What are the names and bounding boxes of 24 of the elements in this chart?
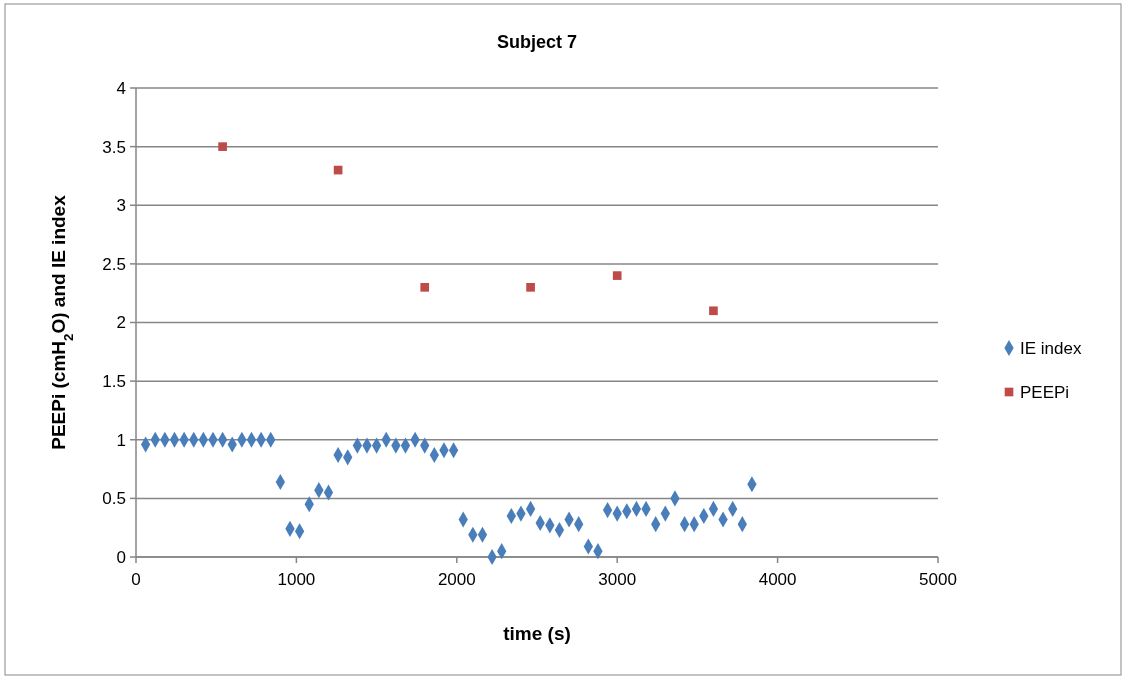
y-tick-label: 0.5: [102, 489, 126, 509]
x-axis-title: time (s): [503, 623, 571, 644]
y-tick-label: 1.5: [102, 372, 126, 392]
y-tick-label: 2: [116, 313, 126, 333]
chart-title: Subject 7: [496, 32, 578, 52]
point: [420, 283, 430, 292]
x-tick-label: 2000: [437, 570, 476, 589]
x-tick-label: 3000: [598, 570, 637, 589]
x-tick-label: 1000: [277, 570, 316, 589]
y-tick-label: 3.5: [102, 137, 126, 157]
y-tick-label: 1: [116, 430, 126, 450]
x-tick-label: 5000: [919, 570, 957, 589]
point: [709, 306, 718, 316]
y-tick-label: 3: [116, 196, 126, 216]
point: [612, 271, 622, 280]
legend-label: PEEPi: [1020, 382, 1070, 402]
x-tick-label: 4000: [758, 570, 797, 589]
legend-label: IE index: [1020, 338, 1082, 358]
x-tick-label: 0: [131, 570, 141, 589]
y-tick-label: 4: [116, 78, 126, 98]
y-tick-label: 0: [116, 547, 126, 567]
point: [218, 142, 227, 151]
y-tick-label: 2.5: [102, 254, 126, 274]
point: [526, 283, 535, 292]
